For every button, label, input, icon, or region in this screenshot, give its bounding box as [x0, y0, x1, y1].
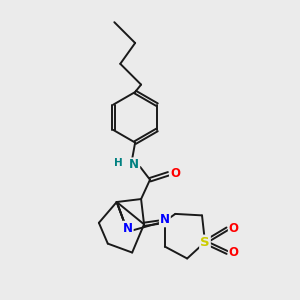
Text: N: N [123, 222, 133, 235]
Text: N: N [160, 213, 170, 226]
Text: O: O [229, 246, 239, 259]
Text: H: H [114, 158, 123, 168]
Text: N: N [129, 158, 139, 171]
Text: O: O [170, 167, 180, 180]
Text: S: S [200, 236, 210, 249]
Text: O: O [229, 222, 239, 235]
